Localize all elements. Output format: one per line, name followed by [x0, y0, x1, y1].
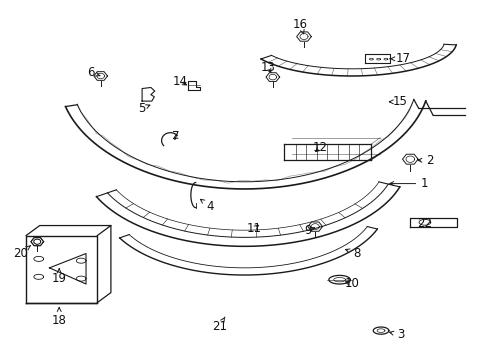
Text: 6: 6: [87, 66, 100, 79]
Text: 12: 12: [312, 141, 327, 154]
Text: 2: 2: [417, 154, 433, 167]
Text: 21: 21: [211, 317, 226, 333]
Text: 20: 20: [13, 246, 30, 260]
Text: 7: 7: [172, 130, 180, 144]
Text: 5: 5: [138, 102, 149, 115]
Text: 16: 16: [292, 18, 307, 34]
Text: 22: 22: [417, 217, 431, 230]
Text: 1: 1: [389, 177, 428, 190]
Text: 10: 10: [344, 278, 359, 291]
Text: 13: 13: [260, 60, 275, 73]
Text: 4: 4: [200, 199, 214, 213]
Text: 9: 9: [304, 224, 314, 237]
Text: 14: 14: [172, 75, 187, 88]
Text: 8: 8: [345, 247, 360, 260]
Text: 15: 15: [388, 95, 407, 108]
Text: 17: 17: [389, 52, 409, 65]
Text: 11: 11: [246, 222, 261, 235]
Text: 19: 19: [52, 269, 66, 285]
Text: 18: 18: [52, 307, 66, 327]
Text: 3: 3: [389, 328, 404, 341]
